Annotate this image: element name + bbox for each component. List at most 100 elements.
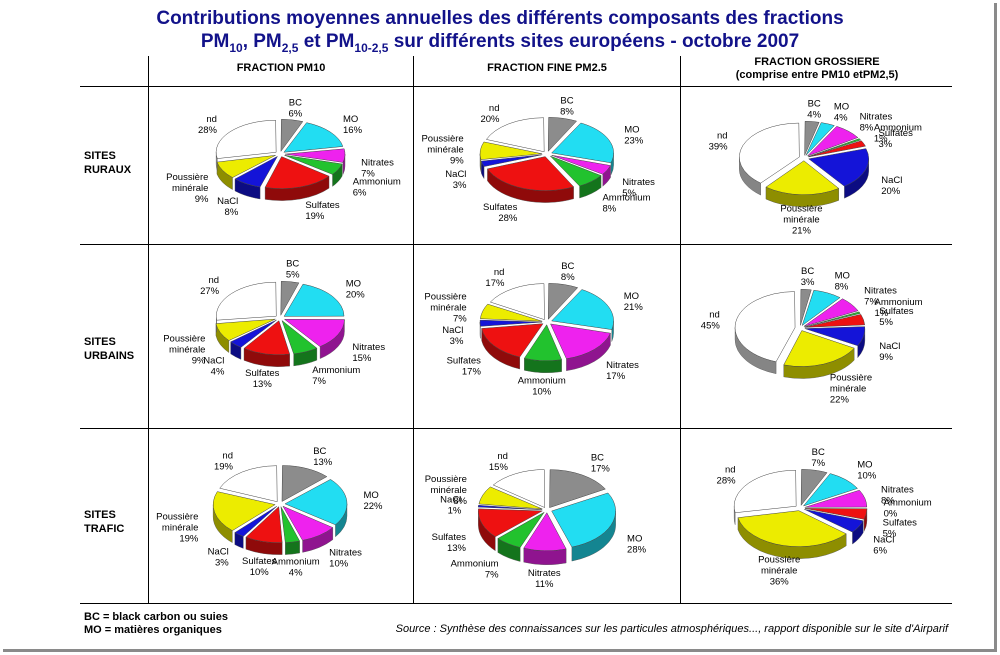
row-header-traffic-line2: TRAFIC	[84, 523, 125, 535]
pie-traffic-pm10: BC 13% MO 22% Nitrates 10% Ammonium 4%Sulfates 1…	[156, 446, 383, 579]
pie-label-nitrates: Nitrates 11%	[528, 568, 561, 590]
pie-label-sulfates: Sulfates 3%	[879, 128, 914, 150]
pie-label-nitrates: Nitrates 5%	[622, 177, 655, 199]
row-header-rural-line2: RURAUX	[84, 164, 132, 176]
pie-label-nacl: NaCl 9%	[879, 341, 900, 363]
pie-slice-nacl	[804, 326, 866, 346]
grid-line-col-1	[413, 56, 414, 604]
pie-slice-nacl	[234, 155, 279, 188]
pie-label-bc: BC 6%	[289, 97, 303, 119]
pie-slice-poussiere-minerale	[478, 486, 543, 510]
pie-slice-nd	[734, 291, 796, 363]
legend-bc: BC = black carbon ou suies	[84, 611, 228, 623]
title-pm25-sub: 2,5	[281, 40, 299, 55]
pie-slice-ammonium	[497, 512, 545, 548]
row-header-urban-line1: SITES	[84, 336, 116, 348]
pie-label-mo: MO 4%	[834, 101, 849, 123]
pie-slice-nitrates	[284, 148, 346, 163]
pie-label-nitrates: Nitrates 8%	[860, 111, 893, 133]
pie-label-nacl: NaCl 6%	[873, 535, 894, 557]
column-header-coarse: FRACTION GROSSIERE (comprise entre PM10 …	[682, 56, 952, 82]
pie-slice-poussiere-minerale	[479, 141, 543, 160]
pie-slice-nacl	[480, 154, 543, 167]
pie-label-mo: MO 16%	[343, 114, 363, 136]
pie-slice-ammonium	[281, 319, 318, 355]
pie-slice-nd	[216, 281, 277, 321]
pie-slice-nitrates	[550, 323, 611, 360]
pie-slice-bc	[800, 289, 812, 326]
grid-line-row-2	[80, 428, 952, 429]
pie-label-nd: nd 28%	[717, 464, 737, 486]
pie-slice-nitrates	[803, 298, 859, 327]
pie-slice-mo	[284, 479, 348, 526]
pie-label-bc: BC 4%	[807, 98, 821, 120]
pie-slice-bc	[547, 283, 579, 320]
pie-label-sulfates: Sulfates 17%	[447, 355, 482, 377]
pie-slice-nitrates	[804, 489, 868, 508]
row-header-traffic: SITES TRAFIC	[84, 508, 124, 536]
pie-slice-mo	[283, 283, 345, 317]
pie-label-nacl: NaCl 1%	[440, 494, 462, 516]
pie-label-sulfates: Sulfates 28%	[483, 202, 518, 224]
pie-label-sulfates: Sulfates 13%	[245, 368, 280, 390]
title-pm10: PM	[200, 31, 230, 52]
pie-label-bc: BC 8%	[561, 261, 575, 283]
pie-slice-ammonium	[550, 155, 602, 187]
pie-label-mo: MO 22%	[363, 490, 383, 512]
pie-label-poussiere-minerale: Poussière minérale 19%	[156, 511, 199, 544]
pie-label-mo: MO 8%	[835, 271, 850, 293]
pie-label-mo: MO 10%	[857, 460, 877, 482]
column-header-pm10: FRACTION PM10	[236, 62, 326, 74]
grid-line-header	[80, 86, 952, 87]
pie-label-nitrates: Nitrates 7%	[361, 158, 394, 180]
pie-slice-ammonium	[808, 138, 862, 157]
pie-slice-nacl	[230, 319, 277, 348]
pie-label-bc: BC 7%	[811, 447, 825, 469]
title-pmc: et PM	[298, 31, 355, 52]
pie-label-nd: nd 20%	[480, 103, 500, 125]
pie-slice-nacl	[479, 319, 543, 327]
pie-label-bc: BC 5%	[286, 259, 300, 281]
pie-label-sulfates: Sulfates 5%	[879, 306, 914, 328]
pie-label-poussiere-minerale: Poussière minérale 36%	[758, 554, 800, 587]
column-header-pm25: FRACTION FINE PM2.5	[487, 62, 607, 74]
pie-label-bc: BC 8%	[560, 95, 574, 117]
pie-slice-bc	[800, 469, 828, 507]
row-header-urban: SITES URBAINS	[84, 335, 134, 363]
pie-slice-poussiere-minerale	[215, 318, 276, 341]
pie-label-nd: nd 17%	[485, 267, 505, 289]
pie-slice-nitrates	[283, 318, 345, 347]
pie-traffic-coarse: BC 7% MO 10%Nitrates 8%Ammonium 0%Sulfates 5%N…	[717, 447, 932, 587]
pie-rural-pm10: BC 6% MO 16% Nitrates 7%Ammonium 6% Sulfates 19%…	[166, 97, 401, 222]
row-header-traffic-line1: SITES	[84, 509, 116, 521]
pie-slice-poussiere-minerale	[783, 330, 855, 367]
pie-label-poussiere-minerale: Poussière minérale 9%	[166, 172, 209, 205]
grid-line-col-0	[148, 56, 149, 604]
pie-label-nd: nd 15%	[489, 451, 509, 473]
pie-slice-poussiere-minerale	[212, 491, 276, 531]
pie-label-sulfates: Sulfates 10%	[242, 556, 277, 578]
pie-slice-bc	[280, 281, 300, 316]
pie-slice-ammonium	[523, 324, 563, 361]
pie-slice-nacl	[234, 505, 278, 537]
pie-slice-ammonium	[280, 506, 301, 543]
pie-label-nitrates: Nitrates 15%	[352, 342, 385, 364]
pie-label-nitrates: Nitrates 10%	[329, 548, 362, 570]
pie-label-nitrates: Nitrates 8%	[881, 485, 914, 507]
pie-slice-side-ammonium	[285, 540, 300, 555]
grid-line-col-2	[680, 56, 681, 604]
pie-label-nd: nd 28%	[198, 114, 218, 136]
source-note: Source : Synthèse des connaissances sur …	[395, 623, 948, 635]
pie-traffic-pm25: BC 17% MO 28% Nitrates 11% Ammonium 7% Sulfates 1…	[425, 451, 647, 590]
pie-label-nacl: NaCl 3%	[445, 169, 467, 191]
legend-mo: MO = matières organiques	[84, 624, 222, 636]
pie-slice-mo	[551, 289, 614, 330]
pie-label-nacl: NaCl 4%	[203, 356, 225, 378]
pie-slice-nd	[739, 122, 800, 184]
pie-label-poussiere-minerale: Poussière minérale 7%	[424, 292, 467, 325]
title-pmc-sub: 10-2,5	[354, 40, 389, 55]
pie-slice-nacl	[477, 504, 543, 510]
pie-label-nitrates: Nitrates 7%	[864, 286, 897, 308]
pie-rural-coarse: BC 4% MO 4% Nitrates 8% Ammonium 1%Sulfates 3% Na…	[709, 98, 922, 236]
pie-slice-nd	[489, 283, 545, 320]
